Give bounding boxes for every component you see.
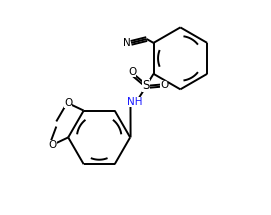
Text: O: O [64, 98, 72, 108]
Text: O: O [128, 67, 136, 77]
Text: S: S [142, 79, 150, 92]
Text: O: O [49, 140, 57, 150]
Text: NH: NH [127, 97, 142, 107]
Text: O: O [160, 80, 168, 89]
Text: N: N [123, 38, 131, 48]
